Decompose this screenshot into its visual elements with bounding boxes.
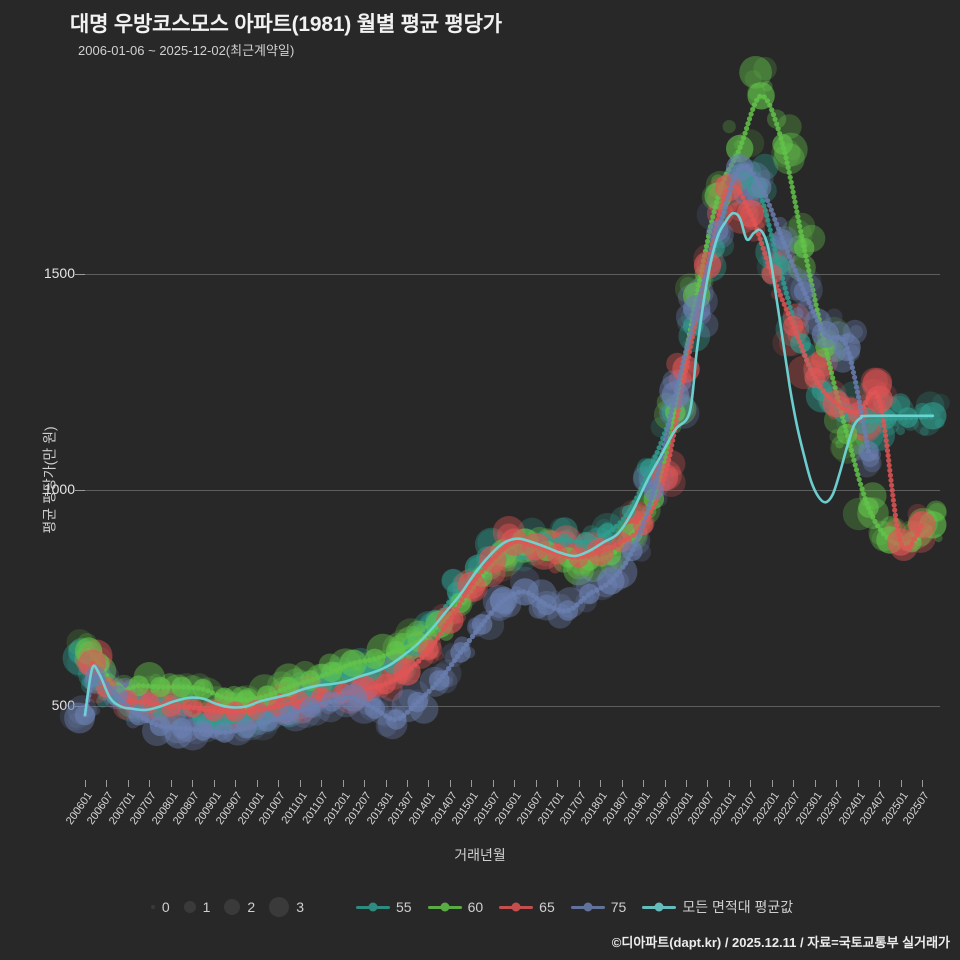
x-axis-tick-mark xyxy=(578,780,580,787)
x-axis-tick-mark xyxy=(192,780,194,787)
x-axis-tick-mark xyxy=(106,780,108,787)
legend-dot-icon xyxy=(440,902,450,912)
x-axis-tick-mark xyxy=(471,780,473,787)
x-axis-tick-mark xyxy=(771,780,773,787)
y-axis-tick-mark xyxy=(75,490,85,492)
legend-size-item[interactable]: 0 xyxy=(150,899,170,915)
legend-line-icon xyxy=(356,902,391,912)
x-axis-tick-mark xyxy=(342,780,344,787)
x-axis-tick-mark xyxy=(557,780,559,787)
x-axis-tick-mark xyxy=(664,780,666,787)
x-axis-title: 거래년월 xyxy=(454,847,506,863)
legend-line-icon xyxy=(499,902,534,912)
x-axis-tick-mark xyxy=(170,780,172,787)
legend-size-label: 1 xyxy=(202,899,211,915)
gridline xyxy=(85,706,940,708)
legend-bubble-icon xyxy=(269,897,290,917)
legend-dot-icon xyxy=(511,902,521,912)
x-axis-tick-mark xyxy=(535,780,537,787)
chart-legend: 0 1 2 3 55 60 65 75 모든 면적대 평균값 xyxy=(0,890,960,924)
legend-series-item-55[interactable]: 55 xyxy=(356,899,412,915)
x-axis-tick-mark xyxy=(621,780,623,787)
plot-area xyxy=(85,75,940,780)
x-axis-tick-mark xyxy=(428,780,430,787)
x-axis-tick-mark xyxy=(492,780,494,787)
legend-series-label: 60 xyxy=(467,899,484,915)
page-title: 대명 우방코스모스 아파트(1981) 월별 평균 평당가 xyxy=(70,13,502,36)
x-axis-tick-mark xyxy=(686,780,687,787)
x-axis-tick-mark xyxy=(814,780,816,787)
legend-size-label: 3 xyxy=(296,899,305,915)
x-axis-tick-mark xyxy=(643,780,645,787)
x-axis-tick-mark xyxy=(235,780,237,787)
legend-line-icon xyxy=(427,902,462,912)
legend-series-item-65[interactable]: 65 xyxy=(499,899,555,915)
x-axis-tick-mark xyxy=(750,780,752,787)
x-axis-tick-mark xyxy=(836,780,838,787)
gridline xyxy=(85,490,940,492)
legend-series-label: 65 xyxy=(539,899,555,915)
x-axis-tick-mark xyxy=(321,780,323,787)
x-axis-tick-mark xyxy=(299,780,301,787)
y-axis-labels: 500 1000 1500 xyxy=(0,75,85,780)
x-axis-tick-mark xyxy=(385,780,387,787)
y-axis-tick-label: 500 xyxy=(51,697,75,714)
footer-credit: ©디아파트(dapt.kr) / 2025.12.11 / 자료=국토교통부 실… xyxy=(611,935,950,950)
legend-size-label: 0 xyxy=(161,899,170,915)
legend-size-item[interactable]: 3 xyxy=(269,897,304,917)
x-axis-labels: 200601 200607 200701 200707 200801 200807 2009… xyxy=(64,780,940,840)
legend-dot-icon xyxy=(654,902,664,912)
x-axis-tick-mark xyxy=(256,780,258,787)
gridline xyxy=(85,273,940,275)
legend-size-item[interactable]: 1 xyxy=(183,899,211,915)
x-axis-tick-mark xyxy=(793,780,795,787)
legend-size-label: 2 xyxy=(247,899,256,915)
legend-series-item-75[interactable]: 75 xyxy=(570,899,627,915)
legend-series-item-모든 면적대 평균값[interactable]: 모든 면적대 평균값 xyxy=(642,897,793,917)
x-axis-tick-mark xyxy=(728,780,730,787)
x-axis-tick-mark xyxy=(127,780,129,787)
x-axis-tick-mark xyxy=(449,780,451,787)
legend-series-label: 75 xyxy=(610,899,627,915)
x-axis-tick-mark xyxy=(85,780,86,787)
legend-dot-icon xyxy=(583,902,593,912)
legend-bubble-icon xyxy=(224,899,241,915)
legend-series-label: 55 xyxy=(396,899,412,915)
x-axis-tick-mark xyxy=(900,780,902,787)
x-axis-tick-mark xyxy=(514,780,516,787)
legend-series-label: 모든 면적대 평균값 xyxy=(682,899,794,915)
y-axis-tick-label: 1500 xyxy=(43,264,75,281)
legend-size-group: 0 1 2 3 xyxy=(150,897,318,917)
y-axis-tick-mark xyxy=(75,273,85,275)
x-axis-tick-mark xyxy=(600,780,602,787)
x-axis-tick-mark xyxy=(922,780,924,787)
legend-line-icon xyxy=(570,902,605,912)
x-axis-tick-mark xyxy=(857,780,859,787)
legend-dot-icon xyxy=(368,902,378,912)
x-axis-tick-mark xyxy=(213,780,215,787)
x-axis-tick-mark xyxy=(278,780,280,787)
y-axis-tick-mark xyxy=(75,706,85,708)
chart-subtitle: 2006-01-06 ~ 2025-12-02(최근계약일) xyxy=(78,43,295,58)
x-axis-tick-mark xyxy=(406,780,408,787)
legend-series-group: 55 60 65 75 모든 면적대 평균값 xyxy=(356,897,809,917)
legend-series-item-60[interactable]: 60 xyxy=(427,899,484,915)
x-axis-tick-mark xyxy=(879,780,881,787)
legend-size-item[interactable]: 2 xyxy=(224,899,255,915)
x-axis-tick-mark xyxy=(149,780,151,787)
legend-line-icon xyxy=(642,902,677,912)
legend-bubble-icon xyxy=(150,905,155,909)
x-axis-tick-mark xyxy=(707,780,709,787)
legend-bubble-icon xyxy=(183,901,196,913)
x-axis-tick-mark xyxy=(364,780,366,787)
y-axis-tick-label: 1000 xyxy=(43,481,75,498)
